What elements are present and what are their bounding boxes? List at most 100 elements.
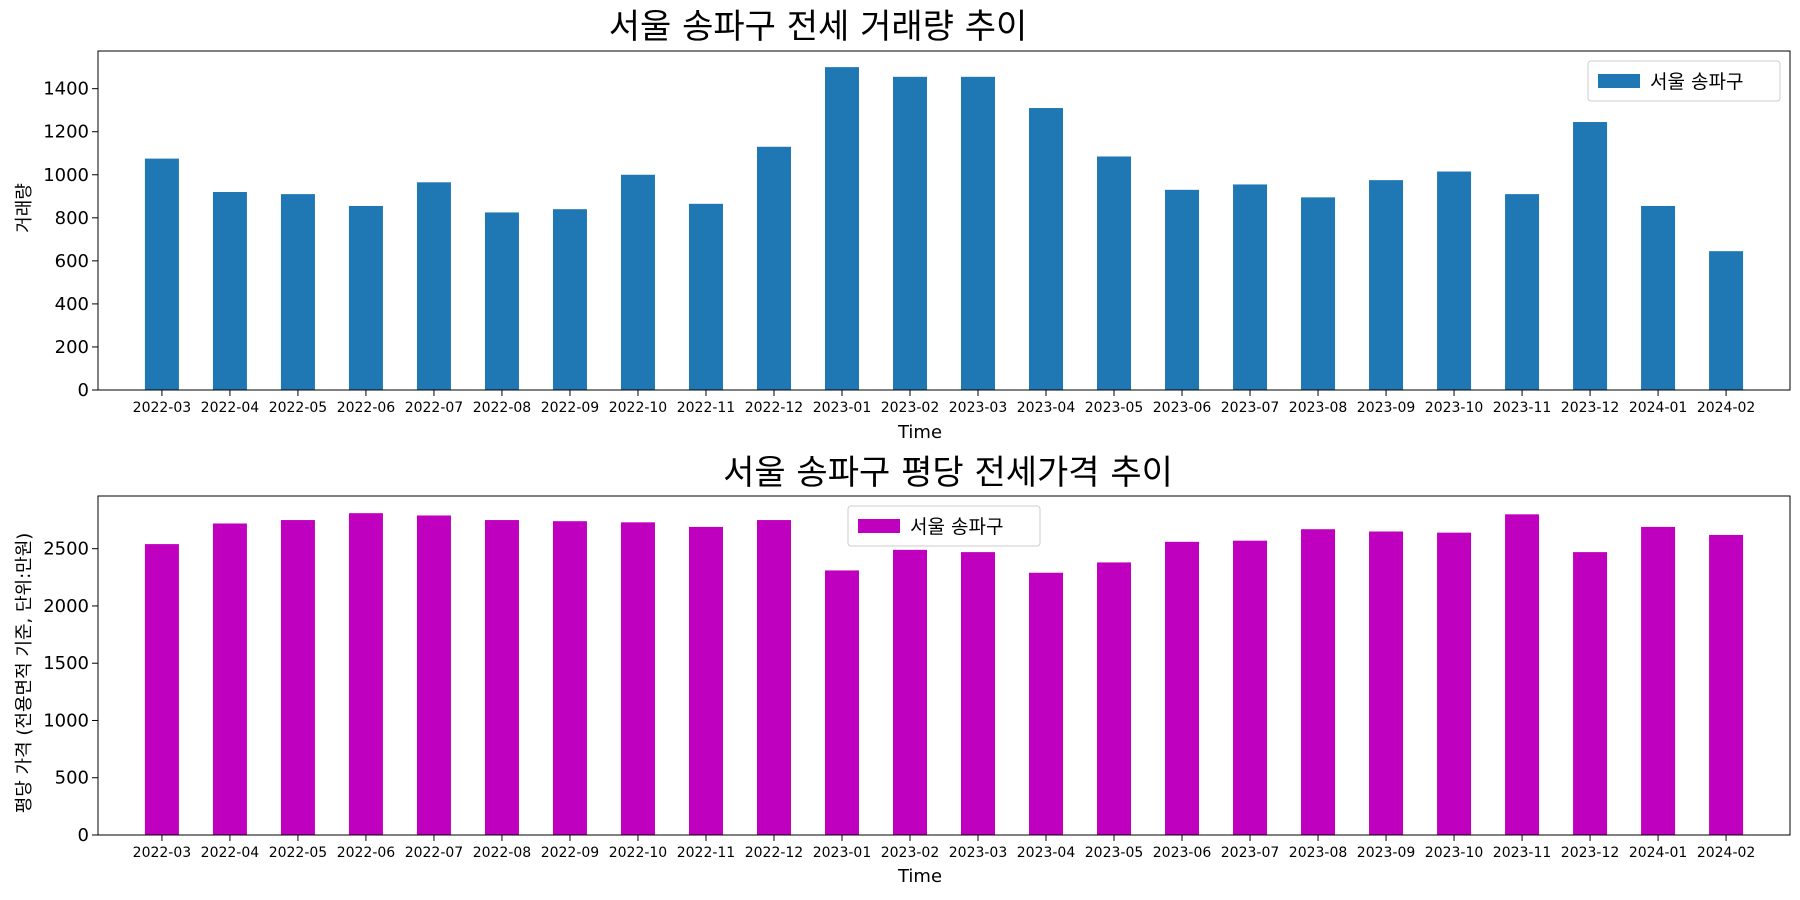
bar-2022-09	[552, 209, 587, 390]
x-tick-label: 2022-04	[201, 400, 260, 416]
bar-2023-05	[1097, 156, 1132, 390]
x-tick-label: 2023-01	[813, 845, 872, 861]
bar-2023-01	[824, 67, 859, 390]
x-tick-label: 2023-04	[1017, 400, 1076, 416]
x-tick-label: 2022-04	[201, 845, 260, 861]
x-tick-label: 2022-07	[405, 845, 464, 861]
bar-2023-05	[1097, 562, 1132, 835]
x-tick-label: 2022-08	[473, 845, 532, 861]
y-tick-label: 1000	[43, 710, 89, 731]
bar-2023-04	[1029, 108, 1064, 390]
x-tick-label: 2023-08	[1289, 400, 1348, 416]
bar-2023-07	[1233, 540, 1268, 835]
bar-2022-07	[416, 515, 451, 835]
x-tick-label: 2023-09	[1357, 400, 1416, 416]
chart-2: 서울 송파구 평당 전세가격 추이 Time 평당 가격 (전용면적 기준, 단…	[14, 453, 1791, 887]
x-tick-label: 2023-02	[881, 400, 940, 416]
bar-2022-03	[144, 544, 179, 835]
chart-1: 서울 송파구 전세 거래량 추이 Time 거래량 0 200 400 600 800 1…	[14, 7, 1791, 443]
bar-2023-01	[824, 570, 859, 835]
x-tick-label: 2022-03	[133, 400, 192, 416]
chart-1-y-axis-label: 거래량	[14, 183, 35, 233]
x-tick-label: 2023-06	[1153, 845, 1212, 861]
x-tick-label: 2022-09	[541, 400, 600, 416]
x-tick-label: 2022-07	[405, 400, 464, 416]
x-tick-label: 2023-03	[949, 400, 1008, 416]
chart-2-x-ticks: 2022-03 2022-04 2022-05 2022-06 2022-07 2022-…	[133, 835, 1756, 861]
y-tick-label: 2500	[43, 539, 89, 560]
x-tick-label: 2022-05	[269, 845, 328, 861]
chart-2-legend-box	[847, 505, 1041, 547]
bar-2022-04	[212, 191, 247, 390]
bar-2023-06	[1165, 189, 1200, 390]
chart-1-x-axis-label: Time	[897, 422, 942, 443]
chart-1-x-ticks: 2022-03 2022-04 2022-05 2022-06 2022-07 2022-…	[133, 390, 1756, 416]
bar-2023-12	[1573, 122, 1608, 390]
x-tick-label: 2023-11	[1493, 845, 1552, 861]
bar-2023-03	[961, 552, 995, 835]
chart-2-y-ticks: 0 500 1000 1500 2000 2500	[43, 539, 98, 846]
chart-2-x-axis-label: Time	[897, 866, 942, 887]
x-tick-label: 2022-10	[609, 400, 668, 416]
chart-2-title: 서울 송파구 평당 전세가격 추이	[723, 453, 1173, 493]
bar-2022-08	[484, 212, 519, 390]
y-tick-label: 800	[55, 208, 89, 229]
x-tick-label: 2023-07	[1221, 400, 1280, 416]
bar-2023-11	[1505, 514, 1540, 835]
bar-2023-09	[1369, 180, 1404, 390]
chart-2-bars	[144, 513, 1744, 835]
y-tick-label: 0	[78, 825, 89, 846]
y-tick-label: 400	[55, 294, 89, 315]
y-tick-label: 1200	[43, 122, 89, 143]
x-tick-label: 2022-06	[337, 400, 396, 416]
bar-2022-11	[688, 526, 723, 835]
bar-2022-05	[280, 520, 315, 835]
x-tick-label: 2022-12	[745, 845, 804, 861]
chart-1-axes-frame	[97, 50, 1791, 391]
bar-2022-06	[348, 513, 383, 835]
x-tick-label: 2022-09	[541, 845, 600, 861]
x-tick-label: 2024-02	[1697, 845, 1756, 861]
chart-2-legend: 서울 송파구	[847, 505, 1041, 547]
bar-2024-02	[1709, 251, 1744, 390]
bar-2023-09	[1369, 531, 1404, 835]
x-tick-label: 2024-02	[1697, 400, 1756, 416]
bar-2023-10	[1437, 171, 1472, 390]
y-tick-label: 1000	[43, 165, 89, 186]
x-tick-label: 2022-05	[269, 400, 328, 416]
x-tick-label: 2023-10	[1425, 845, 1484, 861]
x-tick-label: 2024-01	[1629, 400, 1688, 416]
bar-2022-10	[620, 174, 655, 390]
chart-1-y-ticks: 0 200 400 600 800 1000 1200 1400	[43, 79, 98, 401]
bar-2022-03	[144, 158, 179, 390]
chart-2-legend-swatch	[858, 519, 900, 533]
x-tick-label: 2023-11	[1493, 400, 1552, 416]
chart-1-legend-box	[1587, 60, 1781, 102]
x-tick-label: 2023-07	[1221, 845, 1280, 861]
y-tick-label: 1500	[43, 653, 89, 674]
bar-2022-08	[484, 520, 519, 835]
x-tick-label: 2023-05	[1085, 845, 1144, 861]
x-tick-label: 2023-06	[1153, 400, 1212, 416]
bar-2023-12	[1573, 552, 1608, 835]
chart-1-title: 서울 송파구 전세 거래량 추이	[609, 7, 1028, 47]
bar-2023-02	[893, 76, 927, 390]
x-tick-label: 2022-12	[745, 400, 804, 416]
bar-2022-06	[348, 205, 383, 390]
bar-2022-12	[756, 146, 791, 390]
y-tick-label: 500	[55, 768, 89, 789]
bar-2024-01	[1641, 526, 1676, 835]
y-tick-label: 600	[55, 251, 89, 272]
chart-1-legend-swatch	[1598, 74, 1640, 88]
chart-1-legend-label: 서울 송파구	[1650, 71, 1743, 93]
bar-2023-10	[1437, 532, 1472, 835]
chart-2-axes-frame	[97, 495, 1791, 836]
bar-2022-09	[552, 521, 587, 835]
x-tick-label: 2022-06	[337, 845, 396, 861]
bar-2023-06	[1165, 541, 1200, 835]
x-tick-label: 2022-11	[677, 400, 736, 416]
bar-2023-04	[1029, 572, 1064, 835]
chart-1-legend: 서울 송파구	[1587, 60, 1781, 102]
x-tick-label: 2024-01	[1629, 845, 1688, 861]
